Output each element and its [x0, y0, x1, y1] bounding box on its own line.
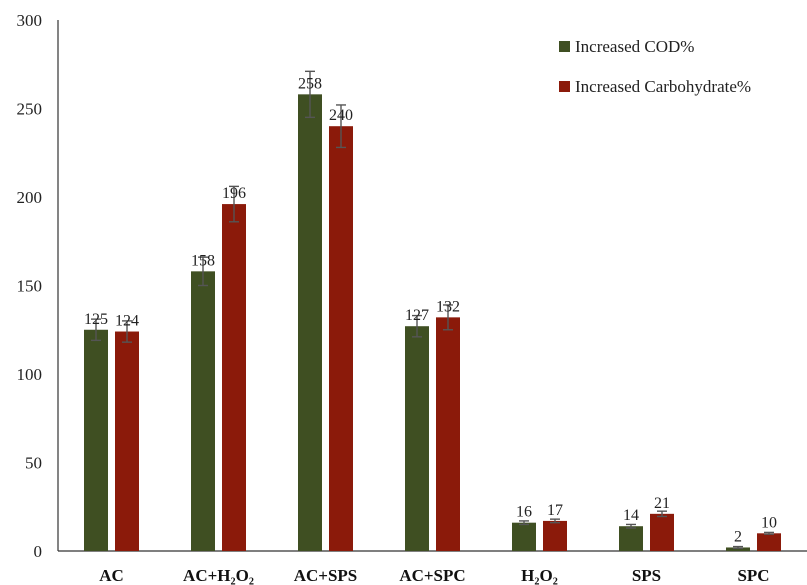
y-tick-label: 50	[25, 454, 42, 473]
data-label: 125	[84, 311, 108, 328]
x-category-label: SPC	[737, 566, 769, 585]
bar-carbohydrate	[222, 204, 246, 551]
data-label: 2	[734, 528, 742, 545]
data-label: 158	[191, 252, 215, 269]
y-tick-label: 250	[17, 100, 43, 119]
data-label: 132	[436, 298, 460, 315]
bars	[84, 94, 781, 551]
legend-swatch-carbohydrate	[559, 81, 570, 92]
data-label: 124	[115, 313, 139, 330]
x-category-label: AC	[99, 566, 124, 585]
data-label: 196	[222, 185, 246, 202]
bar-carbohydrate	[115, 331, 139, 551]
error-bars	[91, 70, 774, 550]
data-label: 14	[623, 507, 639, 524]
bar-carbohydrate	[543, 520, 567, 551]
data-label: 16	[516, 504, 532, 521]
bar-cod	[726, 547, 750, 551]
y-tick-label: 300	[17, 11, 43, 30]
legend: Increased COD% Increased Carbohydrate%	[559, 37, 751, 96]
data-labels: 125 124 158 196 258 240 127 132 16 17 14 21 2 10	[84, 75, 777, 545]
bar-cod	[405, 326, 429, 551]
bar-cod	[512, 522, 536, 551]
bar-cod	[84, 329, 108, 551]
data-label: 240	[329, 107, 353, 124]
y-tick-label: 100	[17, 365, 43, 384]
x-category-label: SPS	[632, 566, 661, 585]
legend-label-carbohydrate: Increased Carbohydrate%	[575, 77, 751, 96]
bar-carbohydrate	[650, 513, 674, 551]
x-category-label: AC+SPC	[399, 566, 465, 585]
data-label: 17	[547, 502, 563, 519]
y-tick-label: 200	[17, 188, 43, 207]
bar-cod	[191, 271, 215, 551]
bar-carbohydrate	[757, 533, 781, 551]
bar-cod	[619, 526, 643, 551]
x-category-labels: AC AC+H₂O₂ AC+SPS AC+SPC H₂O₂ SPS SPC	[99, 566, 769, 585]
bar-carbohydrate	[436, 317, 460, 551]
x-category-label: AC+H₂O₂	[183, 566, 254, 585]
data-label: 127	[405, 307, 429, 324]
y-tick-label: 0	[34, 542, 43, 561]
data-label: 258	[298, 75, 322, 92]
data-label: 21	[654, 495, 670, 512]
y-tick-label: 150	[17, 277, 43, 296]
bar-carbohydrate	[329, 126, 353, 551]
x-category-label: AC+SPS	[294, 566, 358, 585]
legend-swatch-cod	[559, 41, 570, 52]
y-tick-labels: 0 50 100 150 200 250 300	[17, 11, 43, 561]
data-label: 10	[761, 514, 777, 531]
legend-label-cod: Increased COD%	[575, 37, 694, 56]
x-category-label: H₂O₂	[521, 566, 558, 585]
bar-cod	[298, 94, 322, 551]
